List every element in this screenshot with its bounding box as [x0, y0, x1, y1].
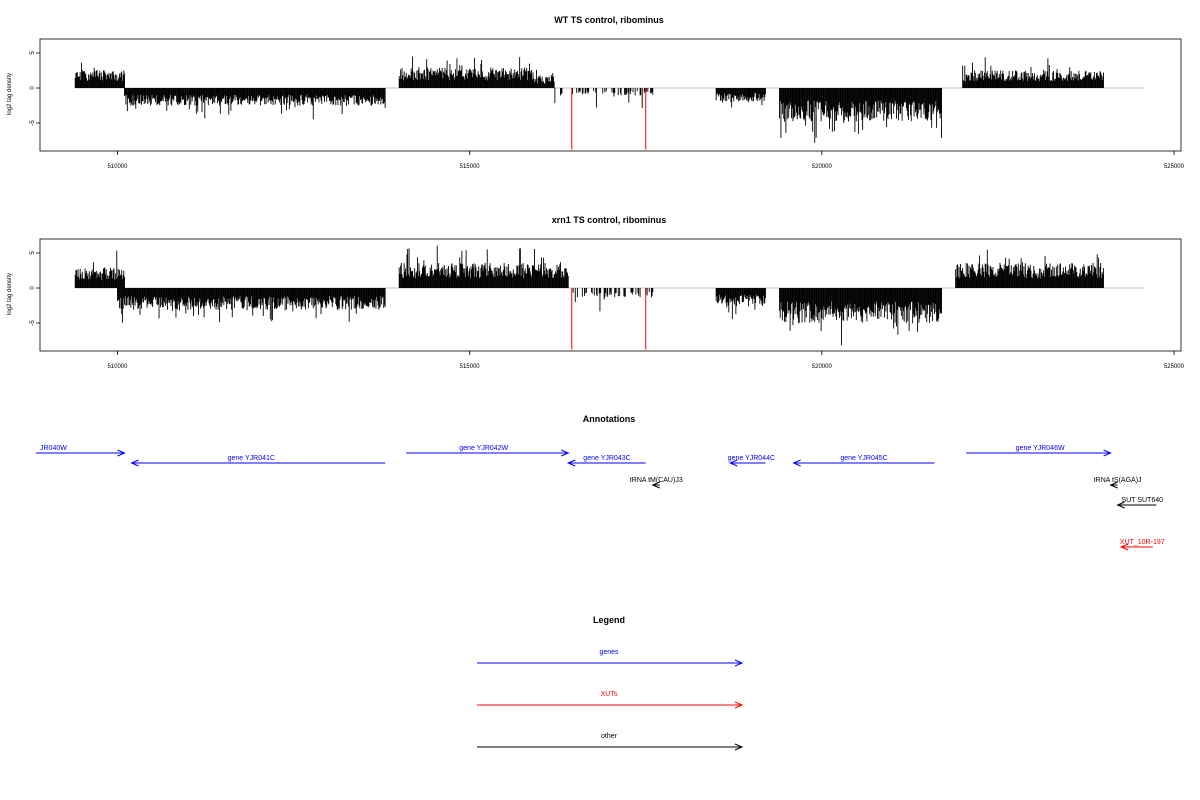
annotation-feature: SUT SUT640: [1116, 497, 1164, 509]
annotation-arrowhead: [130, 459, 139, 467]
annotations-panel: Annotations JR040W gene YJR041C gene YJR04…: [36, 414, 1165, 551]
wt-y-tick-label: 0: [30, 86, 36, 90]
xrn1-track-frame: [39, 238, 1182, 352]
wt-x-tick-label: 515000: [460, 164, 481, 170]
legend-label: genes: [599, 649, 619, 656]
annotation-features: JR040W gene YJR041C gene YJR042W gene YJR04…: [36, 445, 1165, 551]
wt-track-bars: [74, 56, 1144, 150]
xrn1-track-ylabel: log2 tag density: [7, 273, 13, 315]
annotation-feature: gene YJR042W: [406, 445, 570, 457]
xrn1-y-tick-label: 0: [30, 286, 36, 290]
wt-x-tick-label: 525000: [1164, 164, 1185, 170]
annotation-arrowhead: [566, 459, 576, 467]
xrn1-x-tick-label: 510000: [107, 364, 128, 370]
xrn1-y-tick-label: 5: [30, 251, 36, 255]
xrn1-track-title: xrn1 TS control, ribominus: [552, 215, 667, 225]
annotation-arrowhead: [561, 449, 570, 457]
annotation-feature: gene YJR043C: [566, 455, 646, 467]
annotation-label: XUT_10R-197: [1120, 539, 1165, 546]
annotation-arrowhead: [792, 459, 801, 467]
legend-label: other: [601, 733, 618, 740]
legend-title: Legend: [593, 615, 625, 625]
annotation-label: gene YJR046W: [1016, 445, 1065, 452]
wt-track-axes: 5 0 -5 510000 515000 520000 525000: [30, 51, 1185, 170]
annotation-arrowhead: [1119, 543, 1129, 551]
annotation-label: gene YJR041C: [228, 455, 275, 462]
legend-arrowhead: [734, 659, 744, 667]
wt-track-ylabel: log2 tag density: [7, 73, 13, 115]
annotation-feature: gene YJR044C: [728, 455, 775, 467]
legend-items: genes XUTs other: [477, 649, 744, 751]
xrn1-track-bars: [74, 245, 1144, 350]
wt-x-tick-label: 510000: [107, 164, 128, 170]
xrn1-x-tick-label: 515000: [460, 364, 481, 370]
xrn1-track-axes: 5 0 -5 510000 515000 520000 525000: [30, 251, 1185, 370]
legend-item: other: [477, 733, 744, 751]
wt-track-panel: WT TS control, ribominus log2 tag densit…: [7, 15, 1185, 170]
annotation-feature: gene YJR046W: [966, 445, 1112, 457]
wt-track-title: WT TS control, ribominus: [554, 15, 664, 25]
annotation-arrowhead: [1109, 481, 1118, 489]
annotation-arrowhead: [651, 481, 660, 489]
legend-item: genes: [477, 649, 744, 667]
xrn1-x-tick-label: 520000: [812, 364, 833, 370]
annotation-feature: JR040W: [36, 445, 126, 457]
wt-x-tick-label: 520000: [812, 164, 833, 170]
annotation-arrowhead: [1103, 449, 1112, 457]
annotation-arrowhead: [1116, 501, 1125, 509]
annotation-feature: tRNA tS(AGA)J: [1094, 477, 1142, 489]
annotation-label: JR040W: [40, 445, 67, 452]
xrn1-x-tick-label: 525000: [1164, 364, 1185, 370]
annotation-feature: gene YJR045C: [792, 455, 935, 467]
annotation-feature: gene YJR041C: [130, 455, 386, 467]
annotation-label: gene YJR045C: [840, 455, 887, 462]
annotations-title: Annotations: [583, 414, 636, 424]
annotation-label: SUT SUT640: [1122, 497, 1164, 504]
wt-track-frame: [39, 38, 1182, 152]
annotation-feature: XUT_10R-197: [1119, 539, 1165, 551]
annotation-label: tRNA tS(AGA)J: [1094, 477, 1142, 484]
annotation-label: gene YJR042W: [459, 445, 508, 452]
legend-label: XUTs: [601, 691, 618, 698]
wt-y-tick-label: 5: [30, 51, 36, 55]
xrn1-track-panel: xrn1 TS control, ribominus log2 tag dens…: [7, 215, 1185, 370]
xrn1-y-tick-label: -5: [30, 320, 36, 326]
legend-arrowhead: [734, 701, 744, 709]
legend-panel: Legend genes XUTs other: [477, 615, 744, 751]
annotation-arrowhead: [117, 449, 126, 457]
annotation-feature: tRNA tM(CAU)J3: [630, 477, 683, 489]
annotation-label: gene YJR044C: [728, 455, 775, 462]
legend-item: XUTs: [477, 691, 744, 709]
wt-y-tick-label: -5: [30, 120, 36, 126]
legend-arrowhead: [734, 743, 744, 751]
annotation-label: tRNA tM(CAU)J3: [630, 477, 683, 484]
annotation-label: gene YJR043C: [583, 455, 630, 462]
annotation-arrowhead: [728, 459, 738, 467]
